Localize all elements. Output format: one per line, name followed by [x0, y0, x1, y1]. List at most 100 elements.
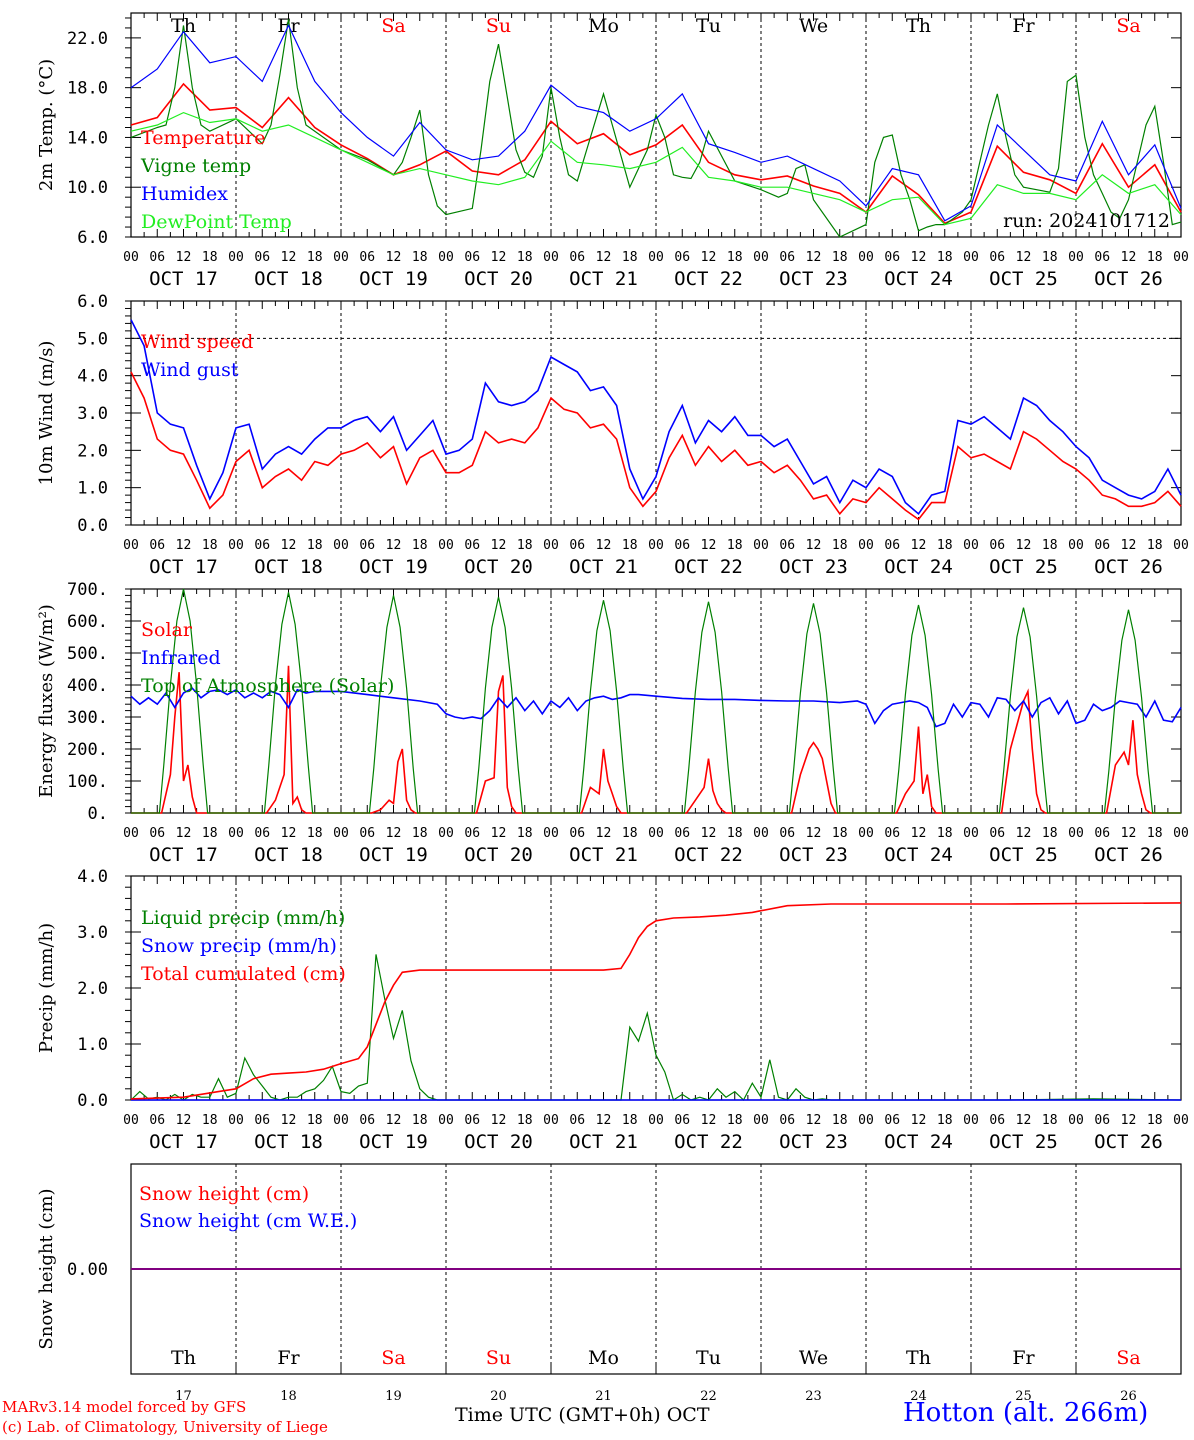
hour-label: 12 [701, 538, 717, 553]
hour-label: 00 [438, 250, 454, 265]
y-tick-label: 6.0 [77, 292, 108, 312]
hour-label: 18 [412, 250, 428, 265]
hour-label: 12 [806, 826, 822, 841]
hour-label: 18 [412, 826, 428, 841]
hour-label: 06 [884, 1113, 900, 1128]
weekday-label: Fr [1012, 15, 1035, 37]
date-label: OCT 19 [359, 556, 428, 578]
model-credit: MARv3.14 model forced by GFS [2, 1398, 247, 1416]
legend-item: DewPoint Temp [141, 211, 292, 233]
legend-item: Top of Atmosphere (Solar) [141, 675, 394, 697]
series-line [130, 23, 1182, 222]
hour-label: 00 [648, 826, 664, 841]
hour-label: 18 [1147, 250, 1163, 265]
date-label: OCT 18 [254, 268, 323, 290]
hour-label: 06 [359, 250, 375, 265]
date-label: OCT 20 [464, 556, 533, 578]
hour-label: 12 [281, 538, 297, 553]
hour-label: 06 [254, 250, 270, 265]
hour-label: 18 [832, 1113, 848, 1128]
hour-label: 00 [858, 538, 874, 553]
hour-label: 12 [701, 826, 717, 841]
hour-label: 00 [123, 250, 139, 265]
day-number-label: 24 [910, 1389, 927, 1404]
weekday-label: Tu [696, 15, 721, 37]
hour-label: 12 [806, 1113, 822, 1128]
day-number-label: 23 [805, 1389, 822, 1404]
date-label: OCT 17 [149, 1131, 218, 1153]
day-number-label: 19 [385, 1389, 402, 1404]
date-label: OCT 17 [149, 556, 218, 578]
copyright-credit: (c) Lab. of Climatology, University of L… [2, 1418, 328, 1436]
y-axis-title: Energy fluxes (W/m²) [36, 604, 57, 798]
hour-label: 00 [1173, 826, 1189, 841]
hour-label: 00 [228, 538, 244, 553]
legend-item: Wind speed [141, 331, 253, 353]
y-tick-label: 500. [67, 644, 108, 664]
hour-label: 06 [674, 1113, 690, 1128]
date-label: OCT 17 [149, 268, 218, 290]
panel-4: 0.0 1.0 2.0 3.0 4.0 Precip (mm/h) Liquid preci… [36, 867, 1189, 1153]
hour-label: 18 [202, 826, 218, 841]
day-number-label: 26 [1120, 1389, 1137, 1404]
hour-label: 12 [386, 1113, 402, 1128]
y-tick-label: 6.0 [77, 228, 108, 248]
date-label: OCT 21 [569, 844, 638, 866]
date-label: OCT 17 [149, 844, 218, 866]
hour-label: 00 [648, 250, 664, 265]
weekday-label: We [799, 1347, 828, 1369]
y-tick-label: 10.0 [67, 178, 108, 198]
date-label: OCT 23 [779, 556, 848, 578]
hour-label: 00 [1173, 538, 1189, 553]
hour-label: 06 [569, 250, 585, 265]
y-tick-label: 0.00 [67, 1260, 108, 1280]
series-line [130, 111, 1182, 226]
hour-label: 12 [491, 1113, 507, 1128]
legend-item: Vigne temp [140, 155, 251, 177]
hour-label: 12 [1016, 250, 1032, 265]
panels: 6.0 10.0 14.0 18.0 22.0 2m Temp. (°C) Th Fr Sa Su… [36, 12, 1189, 1404]
date-label: OCT 26 [1094, 1131, 1163, 1153]
hour-label: 00 [123, 826, 139, 841]
hour-label: 00 [858, 1113, 874, 1128]
weekday-label: Th [906, 15, 931, 37]
date-label: OCT 20 [464, 268, 533, 290]
hour-label: 12 [386, 538, 402, 553]
hour-label: 06 [149, 250, 165, 265]
legend-item: Snow precip (mm/h) [141, 935, 337, 957]
hour-label: 06 [359, 538, 375, 553]
hour-label: 06 [1094, 826, 1110, 841]
hour-label: 18 [622, 538, 638, 553]
hour-label: 00 [753, 538, 769, 553]
series-line [130, 82, 1182, 225]
y-tick-label: 300. [67, 708, 108, 728]
hour-label: 18 [307, 250, 323, 265]
hour-label: 00 [963, 538, 979, 553]
hour-label: 06 [569, 538, 585, 553]
hour-label: 18 [1042, 826, 1058, 841]
hour-label: 06 [674, 826, 690, 841]
legend-item: Snow height (cm W.E.) [139, 1210, 357, 1232]
y-tick-label: 700. [67, 580, 108, 600]
date-label: OCT 26 [1094, 268, 1163, 290]
hour-label: 18 [412, 538, 428, 553]
weekday-label: We [799, 15, 828, 37]
y-tick-label: 0.0 [77, 516, 108, 536]
legend-item: Liquid precip (mm/h) [141, 907, 345, 929]
day-number-label: 20 [490, 1389, 507, 1404]
hour-label: 06 [1094, 250, 1110, 265]
hour-label: 00 [963, 250, 979, 265]
hour-label: 12 [1016, 826, 1032, 841]
y-tick-label: 2.0 [77, 979, 108, 999]
hour-label: 12 [596, 1113, 612, 1128]
weekday-label: Th [171, 1347, 196, 1369]
panel-2: 0.0 1.0 2.0 3.0 4.0 5.0 6.0 10m Wind (m/s) Wind … [36, 292, 1189, 578]
hour-label: 00 [1068, 250, 1084, 265]
hour-label: 06 [464, 1113, 480, 1128]
hour-label: 18 [202, 1113, 218, 1128]
weekday-label: Su [486, 1347, 511, 1369]
panel-1: 6.0 10.0 14.0 18.0 22.0 2m Temp. (°C) Th Fr Sa Su… [36, 12, 1189, 290]
hour-label: 06 [254, 538, 270, 553]
hour-label: 12 [1121, 250, 1137, 265]
